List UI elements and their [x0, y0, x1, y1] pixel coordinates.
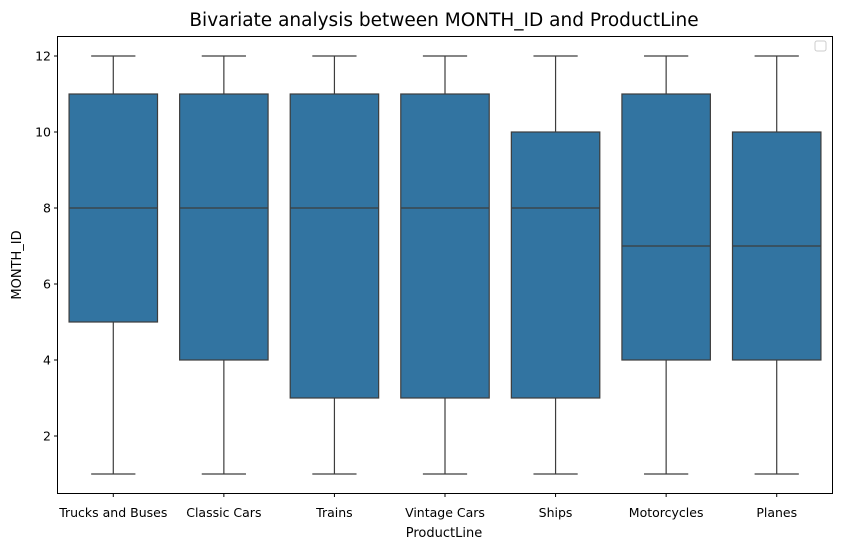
chart-title: Bivariate analysis between MONTH_ID and … [189, 10, 698, 31]
plot-frame [57, 36, 833, 494]
y-tick-label: 6 [43, 277, 51, 292]
x-tick-label: Ships [539, 505, 573, 520]
y-tick-label: 4 [43, 353, 51, 368]
x-tick-label: Trucks and Buses [58, 505, 167, 520]
y-tick-label: 10 [35, 125, 51, 140]
x-tick-label: Motorcycles [629, 505, 704, 520]
box-4 [400, 93, 490, 399]
box-6 [621, 93, 711, 361]
y-tick-label: 2 [43, 429, 51, 444]
plot-area: 2 4 6 8 10 12 Trucks and Buses Classic Cars Trai… [35, 49, 822, 520]
y-axis-label: MONTH_ID [10, 230, 25, 299]
box-5 [510, 131, 601, 399]
box-3 [289, 93, 380, 399]
legend-box [814, 40, 827, 52]
y-tick-label: 8 [43, 201, 51, 216]
x-tick-label: Planes [756, 505, 797, 520]
x-axis-label: ProductLine [406, 526, 482, 541]
x-tick-label: Classic Cars [186, 505, 261, 520]
x-tick-label: Trains [315, 505, 353, 520]
y-tick-label: 12 [35, 49, 51, 64]
box-2 [179, 93, 269, 361]
x-tick-label: Vintage Cars [405, 505, 485, 520]
